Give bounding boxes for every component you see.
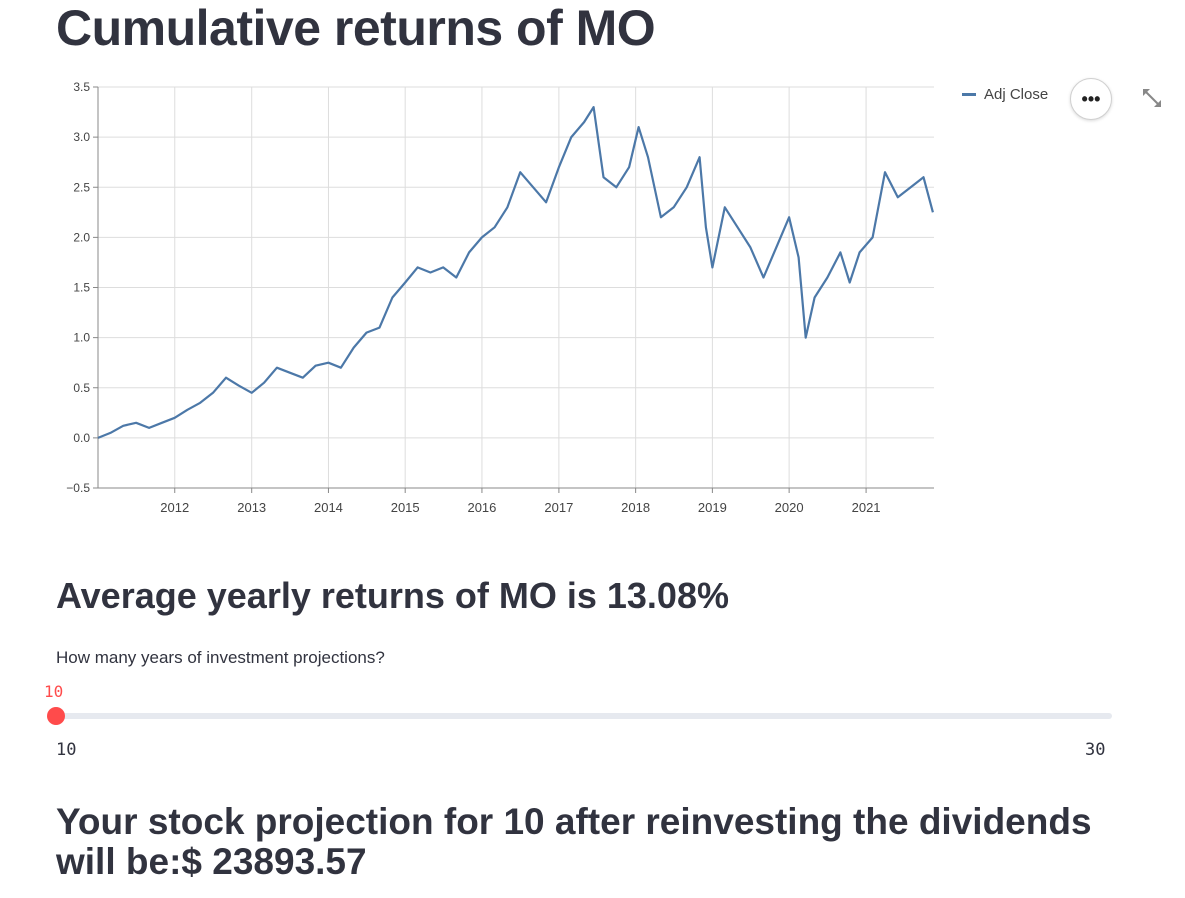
chart-container: −0.5 0.0 0.5 1.0 1.5 2.0 2.5 3.0 3.5 2012 2013 2014… bbox=[50, 72, 1180, 532]
series-line-adj-close bbox=[97, 106, 934, 439]
legend-label: Adj Close bbox=[984, 86, 1049, 103]
slider-thumb[interactable] bbox=[47, 707, 65, 725]
chart-menu-button[interactable]: ••• bbox=[1070, 78, 1112, 120]
y-tick-label: 1.0 bbox=[73, 331, 90, 345]
y-tick-label: 3.0 bbox=[73, 130, 90, 144]
slider-current-value: 10 bbox=[44, 682, 64, 701]
x-tick-label: 2016 bbox=[467, 500, 496, 515]
x-tick-label: 2021 bbox=[852, 500, 881, 515]
more-horizontal-icon: ••• bbox=[1081, 88, 1101, 109]
y-tick-label: 2.5 bbox=[73, 180, 90, 194]
y-tick-label: 0.0 bbox=[73, 431, 90, 445]
x-tick-label: 2012 bbox=[160, 500, 189, 515]
slider-label: How many years of investment projections… bbox=[56, 648, 385, 667]
y-tick-label: 3.5 bbox=[73, 80, 90, 94]
x-tick-label: 2015 bbox=[391, 500, 420, 515]
x-tick-label: 2013 bbox=[237, 500, 266, 515]
x-tick-label: 2014 bbox=[314, 500, 343, 515]
y-tick-label: 1.5 bbox=[73, 281, 90, 295]
projection-heading: Your stock projection for 10 after reinv… bbox=[56, 801, 1092, 882]
slider-max-label: 30 bbox=[1085, 740, 1106, 760]
x-tick-label: 2019 bbox=[698, 500, 727, 515]
average-returns-heading: Average yearly returns of MO is 13.08% bbox=[56, 575, 729, 616]
x-tick-label: 2020 bbox=[775, 500, 804, 515]
y-tick-label: 2.0 bbox=[73, 230, 90, 244]
legend-swatch bbox=[962, 93, 976, 96]
chart-legend[interactable]: Adj Close bbox=[962, 86, 1048, 103]
page-title: Cumulative returns of MO bbox=[56, 0, 656, 56]
y-tick-label: −0.5 bbox=[66, 481, 90, 495]
x-tick-label: 2018 bbox=[621, 500, 650, 515]
x-tick-label: 2017 bbox=[544, 500, 573, 515]
y-tick-label: 0.5 bbox=[73, 381, 90, 395]
years-slider[interactable] bbox=[47, 707, 1112, 725]
fullscreen-icon[interactable] bbox=[1140, 86, 1164, 110]
slider-min-label: 10 bbox=[56, 740, 77, 760]
cumulative-returns-chart[interactable]: −0.5 0.0 0.5 1.0 1.5 2.0 2.5 3.0 3.5 2012 2013 2014… bbox=[50, 72, 950, 532]
